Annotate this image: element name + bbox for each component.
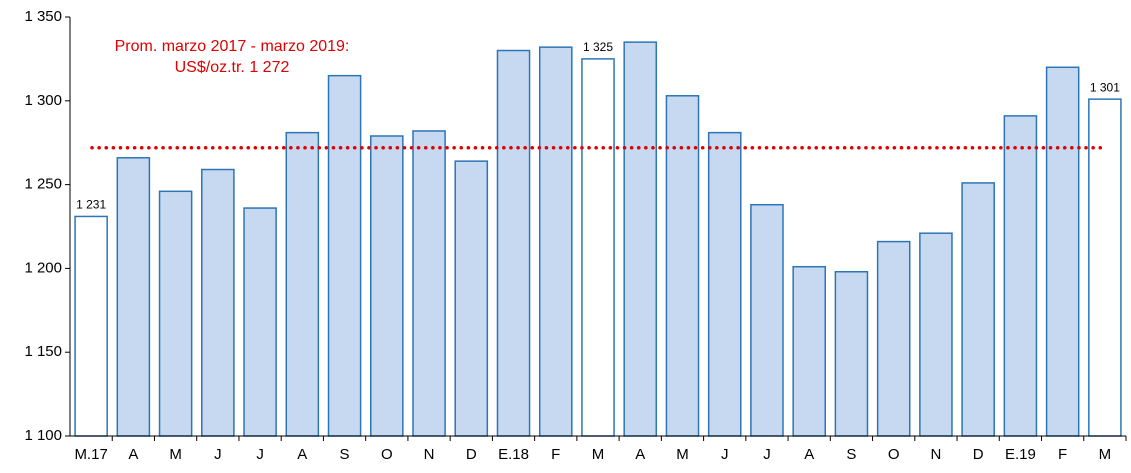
x-tick-label: E.19 bbox=[1005, 446, 1036, 463]
bar bbox=[623, 41, 658, 437]
bar bbox=[74, 215, 108, 437]
bar bbox=[707, 131, 742, 437]
x-tick-label: M bbox=[1099, 446, 1112, 463]
bar bbox=[919, 232, 953, 437]
x-tick-label: D bbox=[973, 446, 984, 463]
bar bbox=[538, 46, 573, 437]
bar bbox=[792, 265, 827, 437]
value-label: 1 301 bbox=[1090, 80, 1120, 94]
y-tick-label: 1 250 bbox=[24, 176, 62, 193]
x-tick-label: S bbox=[340, 446, 350, 463]
value-label: 1 231 bbox=[76, 198, 106, 212]
bar bbox=[369, 135, 404, 437]
bar bbox=[243, 207, 277, 437]
value-label: 1 325 bbox=[583, 40, 613, 54]
x-tick-label: A bbox=[128, 446, 138, 463]
bar bbox=[834, 271, 869, 437]
x-tick-label: O bbox=[888, 446, 900, 463]
annotation: Prom. marzo 2017 - marzo 2019: bbox=[115, 38, 350, 55]
annotation: US$/oz.tr. 1 272 bbox=[175, 59, 290, 76]
x-tick-label: N bbox=[424, 446, 435, 463]
x-tick-label: J bbox=[214, 446, 222, 463]
y-tick-label: 1 100 bbox=[24, 427, 62, 444]
x-tick-label: F bbox=[551, 446, 560, 463]
bar bbox=[876, 240, 911, 437]
x-tick-label: A bbox=[297, 446, 307, 463]
x-tick-label: J bbox=[256, 446, 264, 463]
bar bbox=[581, 58, 615, 437]
bar bbox=[285, 131, 320, 437]
bar bbox=[412, 130, 446, 437]
x-tick-label: O bbox=[381, 446, 393, 463]
bar bbox=[1088, 98, 1122, 437]
x-tick-label: M bbox=[676, 446, 689, 463]
y-tick-label: 1 350 bbox=[24, 8, 62, 25]
x-tick-label: F bbox=[1058, 446, 1067, 463]
x-tick-label: E.18 bbox=[498, 446, 529, 463]
y-tick-label: 1 300 bbox=[24, 92, 62, 109]
x-tick-label: J bbox=[763, 446, 771, 463]
bar bbox=[961, 182, 995, 437]
y-tick-label: 1 200 bbox=[24, 259, 62, 276]
x-tick-label: M bbox=[169, 446, 182, 463]
bar bbox=[454, 160, 489, 437]
x-tick-label: A bbox=[635, 446, 645, 463]
bar bbox=[158, 190, 193, 437]
x-tick-label: D bbox=[466, 446, 477, 463]
bar bbox=[1045, 66, 1080, 437]
bar bbox=[1003, 115, 1038, 437]
y-tick-label: 1 150 bbox=[24, 343, 62, 360]
bar bbox=[750, 203, 784, 437]
x-tick-label: A bbox=[804, 446, 814, 463]
x-tick-label: J bbox=[721, 446, 729, 463]
bar bbox=[201, 168, 235, 437]
x-tick-label: S bbox=[846, 446, 856, 463]
bar bbox=[327, 74, 362, 437]
bar bbox=[496, 49, 531, 437]
x-tick-label: M.17 bbox=[74, 446, 107, 463]
x-tick-label: N bbox=[930, 446, 941, 463]
x-tick-label: M bbox=[592, 446, 605, 463]
bar bbox=[116, 157, 151, 437]
